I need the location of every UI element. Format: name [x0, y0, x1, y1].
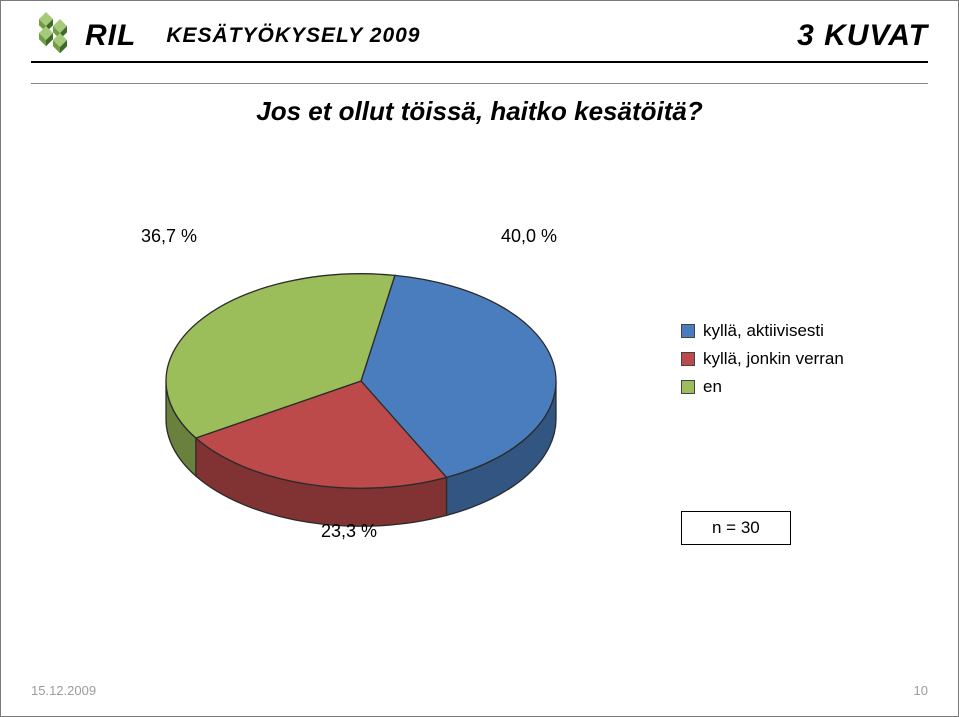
logo-icon [31, 11, 77, 62]
survey-title: KESÄTYÖKYSELY 2009 [166, 24, 420, 48]
pie-slice-label: 23,3 % [321, 521, 377, 542]
legend-item: kyllä, jonkin verran [681, 349, 844, 369]
footer-date: 15.12.2009 [31, 683, 96, 698]
slide: RIL KESÄTYÖKYSELY 2009 3 KUVAT Jos et ol… [0, 0, 959, 717]
pie-slice-label: 40,0 % [501, 226, 557, 247]
logo-text: RIL [85, 19, 136, 53]
legend-label: kyllä, jonkin verran [703, 349, 844, 369]
legend-swatch [681, 352, 695, 366]
legend-item: en [681, 377, 844, 397]
legend: kyllä, aktiivisesti kyllä, jonkin verran e… [681, 321, 844, 397]
legend-swatch [681, 324, 695, 338]
legend-label: en [703, 377, 722, 397]
logo: RIL [31, 11, 136, 62]
sample-size-box: n = 30 [681, 511, 791, 545]
legend-swatch [681, 380, 695, 394]
divider-thin [31, 83, 928, 84]
pie-slice-label: 36,7 % [141, 226, 197, 247]
pie-chart: 40,0 % 23,3 % 36,7 % [141, 211, 581, 571]
legend-label: kyllä, aktiivisesti [703, 321, 824, 341]
divider-thick [31, 61, 928, 63]
section-label: 3 KUVAT [797, 19, 928, 53]
footer-page: 10 [914, 683, 928, 698]
header: RIL KESÄTYÖKYSELY 2009 3 KUVAT [31, 11, 928, 61]
chart-title: Jos et ollut töissä, haitko kesätöitä? [1, 96, 958, 127]
legend-item: kyllä, aktiivisesti [681, 321, 844, 341]
